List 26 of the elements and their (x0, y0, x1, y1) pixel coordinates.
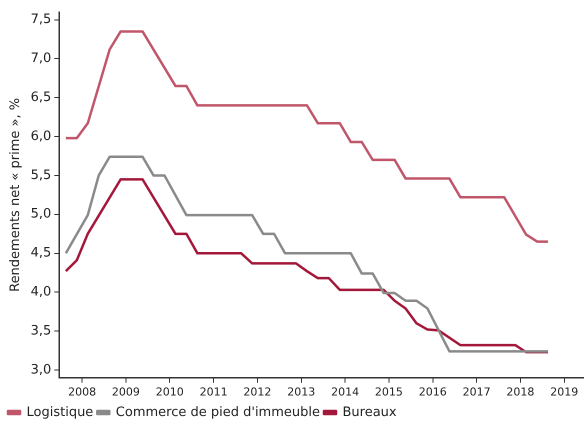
x-tick-label: 2012 (243, 385, 272, 398)
x-tick-label: 2010 (156, 385, 184, 398)
y-axis-title: Rendements net « prime », % (8, 98, 24, 292)
x-tick-label: 2011 (200, 385, 228, 398)
legend-label: Commerce de pied d'immeuble (116, 404, 320, 420)
y-tick-label: 7,5 (30, 12, 52, 28)
y-tick-label: 4,5 (30, 246, 52, 261)
x-tick-label: 2017 (462, 385, 491, 398)
y-tick-label: 5,5 (30, 168, 52, 183)
y-tick-label: 6,5 (30, 90, 52, 105)
y-tick-label: 6,0 (30, 128, 52, 144)
x-tick-label: 2018 (506, 385, 534, 398)
x-tick-label: 2013 (287, 385, 316, 398)
x-tick-label: 2015 (374, 385, 403, 398)
x-tick-label: 2019 (550, 385, 578, 398)
x-tick-label: 2016 (418, 385, 447, 398)
x-tick-label: 2009 (112, 385, 140, 398)
legend-label: Bureaux (342, 404, 397, 420)
y-tick-label: 5,0 (30, 206, 52, 222)
x-tick-label: 2008 (68, 385, 96, 398)
y-tick-label: 7,0 (30, 51, 52, 66)
legend-label: Logistique (26, 404, 94, 420)
x-tick-label: 2014 (331, 385, 360, 398)
y-tick-label: 3,0 (30, 362, 52, 378)
y-tick-label: 4,0 (30, 284, 52, 300)
y-tick-label: 3,5 (30, 323, 52, 338)
